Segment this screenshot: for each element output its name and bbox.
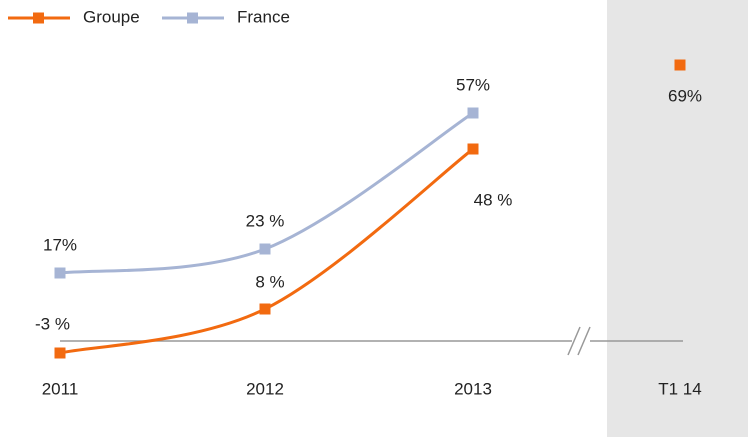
point-marker xyxy=(674,59,686,71)
x-tick-label: T1 14 xyxy=(658,379,701,398)
data-label: 17% xyxy=(43,235,77,254)
point-marker xyxy=(259,303,271,315)
legend-label: Groupe xyxy=(83,7,140,26)
point-marker xyxy=(54,267,66,279)
data-label: 57% xyxy=(456,75,490,94)
legend-label: France xyxy=(237,7,290,26)
x-tick-label: 2013 xyxy=(454,379,492,398)
point-marker xyxy=(259,243,271,255)
point-marker xyxy=(467,143,479,155)
data-label: 69% xyxy=(668,86,702,105)
highlight-panel xyxy=(607,0,748,437)
data-label: 8 % xyxy=(255,272,284,291)
legend-marker xyxy=(33,12,44,24)
point-marker xyxy=(467,107,479,119)
axis-break xyxy=(577,326,591,356)
x-tick-label: 2011 xyxy=(42,379,79,398)
axis-break xyxy=(567,326,581,356)
point-marker xyxy=(54,347,66,359)
data-label: -3 % xyxy=(35,314,70,333)
data-label: 48 % xyxy=(474,190,513,209)
x-tick-label: 2012 xyxy=(246,379,284,398)
data-label: 23 % xyxy=(246,211,285,230)
legend-marker xyxy=(187,12,198,24)
